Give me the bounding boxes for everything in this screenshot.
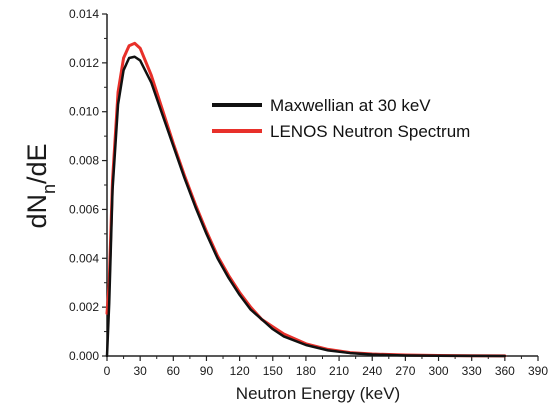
series-line-maxwellian-at-30-kev	[105, 55, 507, 358]
legend-box	[206, 87, 531, 145]
x-tick-label-180: 180	[296, 364, 316, 378]
x-tick-label-60: 60	[167, 364, 181, 378]
x-tick-label-240: 240	[362, 364, 382, 378]
x-tick-label-270: 270	[395, 364, 415, 378]
x-tick-label-300: 300	[429, 364, 449, 378]
y-tick-label-0.010: 0.010	[69, 105, 99, 119]
y-tick-label-0.014: 0.014	[69, 7, 99, 21]
x-tick-label-390: 390	[528, 364, 548, 378]
x-tick-label-30: 30	[133, 364, 147, 378]
x-tick-label-330: 330	[462, 364, 482, 378]
y-axis-title-main: dN	[22, 194, 52, 229]
x-tick-label-150: 150	[263, 364, 283, 378]
x-tick-label-210: 210	[329, 364, 349, 378]
x-tick-label-90: 90	[200, 364, 214, 378]
y-tick-label-0.006: 0.006	[69, 202, 99, 216]
y-tick-label-0.012: 0.012	[69, 56, 99, 70]
y-axis-title-tail: /dE	[22, 143, 52, 184]
y-axis-title: dNn/dE	[22, 143, 59, 228]
y-tick-label-0.008: 0.008	[69, 154, 99, 168]
x-tick-label-120: 120	[230, 364, 250, 378]
legend-label-maxwellian: Maxwellian at 30 keV	[270, 96, 431, 115]
y-tick-label-0.002: 0.002	[69, 300, 99, 314]
legend: Maxwellian at 30 keV LENOS Neutron Spect…	[206, 87, 531, 145]
x-axis-title: Neutron Energy (keV)	[236, 384, 400, 403]
x-tick-label-0: 0	[104, 364, 111, 378]
y-tick-label-0.000: 0.000	[69, 349, 99, 363]
series-layer	[105, 41, 507, 358]
y-axis-title-subscript: n	[39, 184, 59, 194]
x-tick-label-360: 360	[495, 364, 515, 378]
legend-label-lenos: LENOS Neutron Spectrum	[270, 122, 470, 141]
y-tick-label-0.004: 0.004	[69, 251, 99, 265]
axes: 0 30 60 90 120 150 180 210 240 270 300 330 360 390 0.0…	[69, 7, 548, 378]
